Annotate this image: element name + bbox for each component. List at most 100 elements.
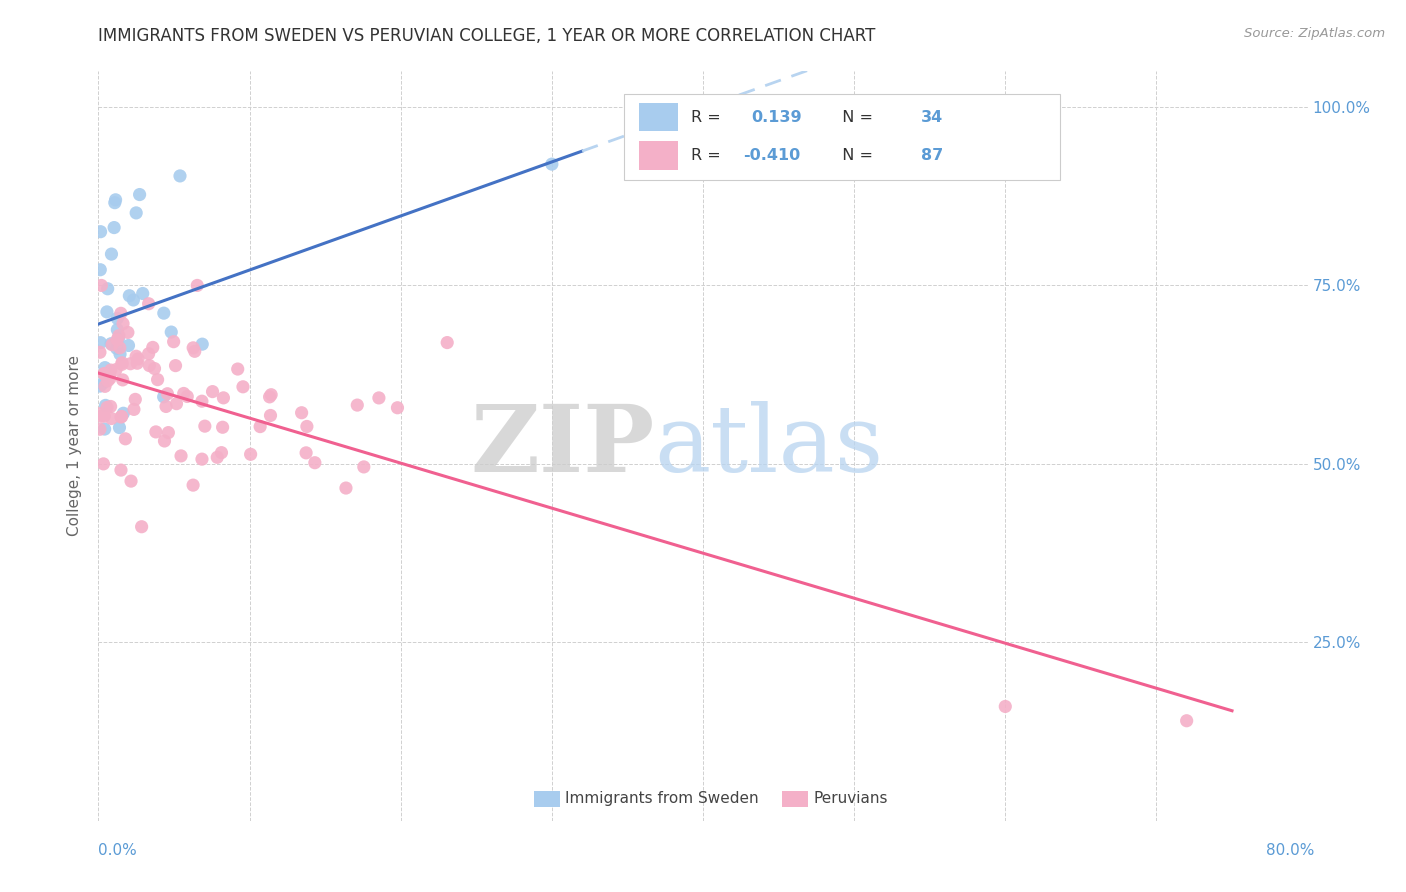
Text: -0.410: -0.410	[742, 148, 800, 162]
FancyBboxPatch shape	[624, 94, 1060, 180]
FancyBboxPatch shape	[534, 790, 561, 807]
Point	[110, 306, 132, 320]
Point	[124, 392, 146, 407]
Point	[138, 347, 160, 361]
Point	[191, 394, 214, 409]
Point	[100, 247, 122, 261]
Point	[110, 410, 132, 425]
Text: atlas: atlas	[655, 401, 884, 491]
FancyBboxPatch shape	[638, 141, 678, 169]
Y-axis label: College, 1 year or more: College, 1 year or more	[67, 356, 83, 536]
Point	[346, 398, 368, 412]
Point	[132, 286, 155, 301]
Point	[97, 374, 120, 388]
Point	[138, 359, 160, 373]
Point	[181, 478, 204, 492]
Point	[111, 356, 134, 370]
Point	[111, 373, 134, 387]
Text: N =: N =	[832, 110, 879, 125]
Point	[173, 386, 195, 401]
Point	[103, 220, 125, 235]
Point	[152, 390, 174, 404]
Point	[239, 447, 262, 461]
Point	[105, 323, 128, 337]
Point	[138, 297, 160, 311]
FancyBboxPatch shape	[638, 103, 678, 131]
Point	[184, 344, 207, 359]
Point	[170, 449, 193, 463]
Text: Peruvians: Peruvians	[813, 791, 887, 806]
Point	[89, 422, 111, 436]
Text: N =: N =	[832, 148, 879, 162]
Point	[156, 386, 179, 401]
Point	[146, 373, 169, 387]
Point	[186, 278, 208, 293]
Point	[90, 278, 112, 293]
Point	[94, 360, 117, 375]
Point	[122, 293, 145, 307]
Point	[295, 419, 318, 434]
Point	[367, 391, 389, 405]
Point	[112, 406, 135, 420]
Point	[101, 337, 124, 351]
Point	[111, 409, 134, 424]
Point	[169, 169, 191, 183]
Point	[89, 407, 111, 421]
Point	[93, 409, 115, 424]
Text: R =: R =	[690, 110, 731, 125]
Point	[93, 368, 115, 382]
Point	[100, 336, 122, 351]
Point	[436, 335, 458, 350]
Point	[353, 459, 375, 474]
Point	[114, 432, 136, 446]
Point	[131, 520, 153, 534]
Point	[259, 409, 281, 423]
Point	[96, 305, 118, 319]
Point	[104, 195, 127, 210]
Point	[143, 361, 166, 376]
Point	[226, 362, 249, 376]
Point	[162, 334, 184, 349]
Text: IMMIGRANTS FROM SWEDEN VS PERUVIAN COLLEGE, 1 YEAR OR MORE CORRELATION CHART: IMMIGRANTS FROM SWEDEN VS PERUVIAN COLLE…	[98, 27, 876, 45]
Point	[117, 338, 139, 352]
Text: Immigrants from Sweden: Immigrants from Sweden	[565, 791, 759, 806]
Text: 0.139: 0.139	[751, 110, 801, 125]
Point	[118, 289, 141, 303]
Point	[110, 463, 132, 477]
Point	[91, 376, 114, 391]
Point	[89, 379, 111, 393]
Point	[94, 379, 117, 393]
Point	[211, 420, 233, 434]
Point	[176, 389, 198, 403]
Point	[165, 359, 187, 373]
Point	[100, 363, 122, 377]
Point	[157, 425, 180, 440]
Point	[107, 331, 129, 345]
Point	[105, 311, 128, 326]
Point	[90, 225, 112, 239]
Point	[260, 388, 283, 402]
Point	[108, 420, 131, 434]
Point	[108, 328, 131, 343]
Point	[104, 193, 127, 207]
Point	[105, 342, 128, 356]
Point	[120, 474, 142, 488]
Text: 80.0%: 80.0%	[1267, 843, 1315, 858]
Text: 87: 87	[921, 148, 943, 162]
Point	[90, 409, 112, 424]
Point	[93, 422, 115, 436]
Text: 34: 34	[921, 110, 943, 125]
Point	[89, 335, 111, 350]
Point	[335, 481, 357, 495]
Point	[145, 425, 167, 439]
Point	[125, 349, 148, 363]
Point	[1175, 714, 1198, 728]
Point	[100, 411, 122, 425]
Point	[105, 362, 128, 376]
Point	[540, 157, 562, 171]
Point	[153, 434, 176, 448]
Point	[194, 419, 217, 434]
Point	[128, 187, 150, 202]
Point	[97, 282, 120, 296]
Point	[249, 419, 271, 434]
